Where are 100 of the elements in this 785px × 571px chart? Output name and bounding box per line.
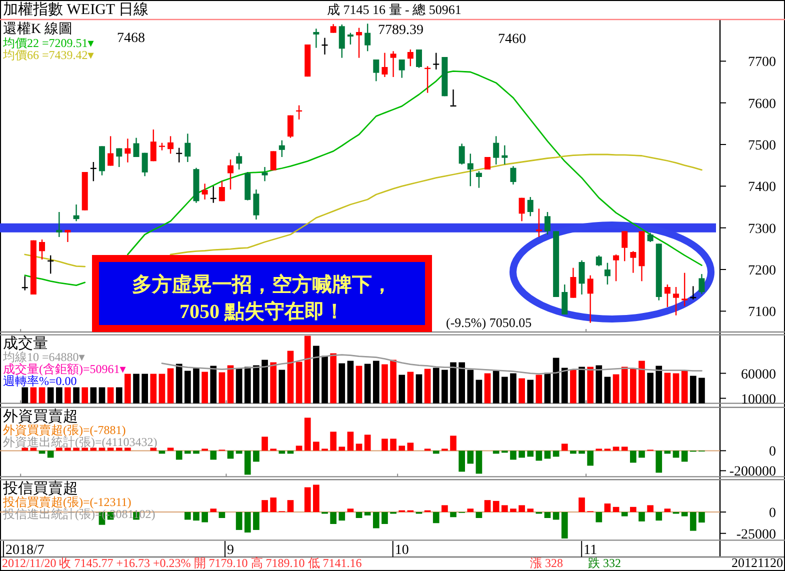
bar <box>587 366 594 404</box>
candlestick <box>467 153 474 187</box>
candlestick <box>476 170 482 188</box>
bar <box>450 436 456 451</box>
candlestick <box>578 260 585 296</box>
candlestick <box>287 114 294 138</box>
candlestick <box>228 158 234 190</box>
bar <box>98 387 106 404</box>
candlestick <box>604 262 610 286</box>
bar <box>184 450 191 454</box>
y-tick-label: -200000 <box>729 464 776 480</box>
bar <box>176 450 182 460</box>
y-tick-label: -25000 <box>736 527 776 542</box>
bar <box>510 508 516 512</box>
bar <box>432 368 440 404</box>
candlestick <box>518 197 525 222</box>
bar <box>313 346 320 404</box>
bar <box>450 362 456 404</box>
candlestick <box>218 180 225 202</box>
bar <box>518 378 525 404</box>
bar <box>278 370 286 404</box>
bar <box>492 450 500 454</box>
bar <box>416 374 422 404</box>
bar <box>364 512 371 516</box>
y-tick-label: 7300 <box>748 222 776 237</box>
x-tick-label: 11 <box>584 543 598 558</box>
bar <box>612 506 620 512</box>
candlestick <box>544 211 550 236</box>
bar <box>382 512 388 524</box>
bar <box>372 512 380 528</box>
bar <box>690 376 696 404</box>
bar <box>133 374 140 404</box>
bar <box>552 512 560 520</box>
bar <box>690 512 696 531</box>
bar <box>442 370 448 404</box>
bar <box>382 438 388 451</box>
bar <box>338 363 346 404</box>
bar <box>227 450 234 459</box>
candlestick <box>364 23 371 52</box>
bar <box>73 387 80 404</box>
bar <box>672 450 680 458</box>
bar <box>124 448 131 451</box>
bar <box>372 360 380 404</box>
bar <box>322 356 328 404</box>
bar <box>647 505 654 512</box>
bar <box>347 508 354 512</box>
bar <box>47 450 54 458</box>
bar <box>407 442 414 451</box>
y-tick-label: 7600 <box>748 96 776 112</box>
bar <box>561 368 568 404</box>
bar <box>510 373 516 404</box>
bar <box>158 450 166 454</box>
bar <box>527 450 534 457</box>
bar <box>698 378 705 404</box>
bar <box>476 450 482 474</box>
bar <box>492 370 500 404</box>
bar <box>664 508 671 512</box>
candlestick <box>73 204 80 222</box>
bar <box>150 374 157 404</box>
bar <box>647 372 654 404</box>
bar <box>527 380 534 404</box>
chart-subtitle: 還權K 線圖 <box>3 21 73 37</box>
bar <box>244 366 251 404</box>
bar <box>432 512 440 524</box>
bar <box>158 374 166 404</box>
bar <box>82 387 88 404</box>
bar <box>552 358 560 404</box>
bar <box>142 374 148 404</box>
bar <box>561 444 568 451</box>
bar <box>356 512 362 518</box>
bar <box>330 432 336 451</box>
bar <box>287 350 294 404</box>
bar <box>107 448 114 451</box>
bar <box>390 438 396 451</box>
candlestick <box>202 183 208 200</box>
bar <box>364 364 371 404</box>
bar <box>22 448 28 451</box>
bar <box>467 508 474 512</box>
bar <box>536 450 542 461</box>
bar <box>544 450 551 459</box>
candlestick <box>116 148 122 168</box>
candlestick <box>382 52 388 78</box>
bar <box>467 450 474 464</box>
candlestick <box>373 58 380 82</box>
bar <box>338 446 346 451</box>
bar <box>236 368 242 404</box>
candlestick <box>493 136 500 166</box>
bar <box>116 448 122 451</box>
candlestick <box>527 196 534 217</box>
bar <box>561 512 568 538</box>
annotation: 7050 點失守在即！ <box>180 300 344 323</box>
bar <box>244 450 251 475</box>
bar <box>638 450 645 458</box>
bar <box>570 450 576 454</box>
bar <box>304 487 311 512</box>
bar <box>262 436 268 451</box>
bar <box>236 450 242 454</box>
bar <box>56 448 62 451</box>
candlestick <box>390 50 396 78</box>
bar <box>621 512 628 516</box>
